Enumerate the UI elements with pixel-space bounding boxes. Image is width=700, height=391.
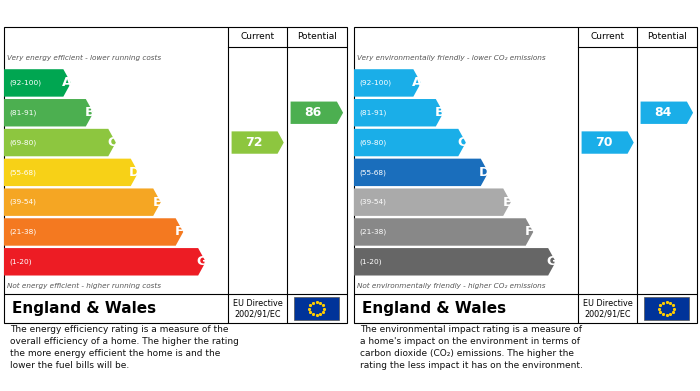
Polygon shape (582, 131, 634, 154)
Polygon shape (290, 102, 343, 124)
Polygon shape (4, 99, 93, 126)
Text: (92-100): (92-100) (10, 80, 42, 86)
Polygon shape (354, 248, 556, 276)
Text: 86: 86 (304, 106, 322, 119)
Text: (69-80): (69-80) (360, 139, 387, 146)
Text: C: C (457, 136, 467, 149)
Text: (39-54): (39-54) (10, 199, 36, 205)
Text: (39-54): (39-54) (360, 199, 386, 205)
Text: A: A (62, 76, 72, 90)
Text: (21-38): (21-38) (360, 229, 387, 235)
Text: Environmental Impact (CO₂) Rating: Environmental Impact (CO₂) Rating (362, 7, 624, 20)
Polygon shape (640, 102, 693, 124)
Polygon shape (232, 131, 284, 154)
Text: E: E (153, 196, 162, 209)
Text: (81-91): (81-91) (360, 109, 387, 116)
Text: (55-68): (55-68) (10, 169, 36, 176)
Text: The energy efficiency rating is a measure of the
overall efficiency of a home. T: The energy efficiency rating is a measur… (10, 325, 239, 370)
Text: B: B (435, 106, 444, 119)
Bar (294, 297, 339, 320)
Text: F: F (525, 226, 534, 239)
Text: England & Wales: England & Wales (362, 301, 506, 316)
Polygon shape (4, 188, 161, 216)
Text: 72: 72 (246, 136, 263, 149)
Text: (1-20): (1-20) (10, 258, 32, 265)
Text: E: E (503, 196, 512, 209)
Polygon shape (354, 129, 466, 156)
Polygon shape (4, 218, 183, 246)
Text: (21-38): (21-38) (10, 229, 37, 235)
Text: G: G (197, 255, 207, 268)
Text: EU Directive
2002/91/EC: EU Directive 2002/91/EC (233, 299, 283, 318)
Text: Current: Current (591, 32, 624, 41)
Text: Not environmentally friendly - higher CO₂ emissions: Not environmentally friendly - higher CO… (357, 283, 545, 289)
Text: England & Wales: England & Wales (12, 301, 156, 316)
Polygon shape (4, 129, 116, 156)
Polygon shape (354, 218, 533, 246)
Text: D: D (479, 166, 490, 179)
Text: A: A (412, 76, 422, 90)
Text: (69-80): (69-80) (10, 139, 37, 146)
Text: Potential: Potential (647, 32, 687, 41)
Polygon shape (4, 159, 139, 186)
Text: D: D (129, 166, 140, 179)
Text: (92-100): (92-100) (360, 80, 392, 86)
Polygon shape (354, 188, 511, 216)
Text: F: F (175, 226, 184, 239)
Text: Not energy efficient - higher running costs: Not energy efficient - higher running co… (7, 283, 161, 289)
Text: Very energy efficient - lower running costs: Very energy efficient - lower running co… (7, 55, 161, 61)
Text: EU Directive
2002/91/EC: EU Directive 2002/91/EC (583, 299, 633, 318)
Text: Very environmentally friendly - lower CO₂ emissions: Very environmentally friendly - lower CO… (357, 55, 545, 61)
Text: Energy Efficiency Rating: Energy Efficiency Rating (12, 7, 195, 20)
Polygon shape (354, 69, 421, 97)
Text: 84: 84 (654, 106, 672, 119)
Polygon shape (354, 159, 489, 186)
Text: (1-20): (1-20) (360, 258, 382, 265)
Polygon shape (4, 69, 71, 97)
Text: The environmental impact rating is a measure of
a home's impact on the environme: The environmental impact rating is a mea… (360, 325, 583, 370)
Text: C: C (107, 136, 117, 149)
Text: 70: 70 (596, 136, 613, 149)
Text: (81-91): (81-91) (10, 109, 37, 116)
Text: B: B (85, 106, 95, 119)
Polygon shape (4, 248, 206, 276)
Text: Potential: Potential (297, 32, 337, 41)
Text: G: G (547, 255, 557, 268)
Text: Current: Current (241, 32, 274, 41)
Bar (644, 297, 689, 320)
Polygon shape (354, 99, 443, 126)
Text: (55-68): (55-68) (360, 169, 386, 176)
